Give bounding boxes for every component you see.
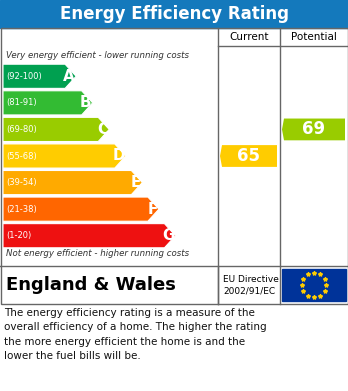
Text: 65: 65 xyxy=(237,147,260,165)
Text: (21-38): (21-38) xyxy=(6,204,37,213)
Text: (81-91): (81-91) xyxy=(6,99,37,108)
Polygon shape xyxy=(220,145,277,167)
Text: The energy efficiency rating is a measure of the
overall efficiency of a home. T: The energy efficiency rating is a measur… xyxy=(4,308,267,361)
Polygon shape xyxy=(3,64,76,88)
Text: (92-100): (92-100) xyxy=(6,72,42,81)
Polygon shape xyxy=(3,197,159,221)
Text: (69-80): (69-80) xyxy=(6,125,37,134)
Text: G: G xyxy=(162,228,174,243)
Polygon shape xyxy=(282,118,345,140)
Text: C: C xyxy=(97,122,108,137)
Polygon shape xyxy=(3,224,175,248)
Text: Energy Efficiency Rating: Energy Efficiency Rating xyxy=(60,5,288,23)
Text: A: A xyxy=(63,69,75,84)
Polygon shape xyxy=(3,117,109,142)
Text: B: B xyxy=(80,95,92,110)
Text: Not energy efficient - higher running costs: Not energy efficient - higher running co… xyxy=(6,249,189,258)
Bar xyxy=(0,28,348,304)
Text: (55-68): (55-68) xyxy=(6,151,37,160)
Polygon shape xyxy=(3,91,93,115)
Text: Very energy efficient - lower running costs: Very energy efficient - lower running co… xyxy=(6,51,189,60)
Polygon shape xyxy=(3,144,126,168)
Text: Potential: Potential xyxy=(291,32,337,42)
Text: 69: 69 xyxy=(302,120,325,138)
Text: Current: Current xyxy=(229,32,269,42)
Polygon shape xyxy=(3,170,142,195)
Bar xyxy=(282,269,346,301)
Text: E: E xyxy=(131,175,141,190)
Text: D: D xyxy=(112,149,125,163)
Text: (1-20): (1-20) xyxy=(6,231,31,240)
Text: EU Directive: EU Directive xyxy=(223,276,279,285)
Text: (39-54): (39-54) xyxy=(6,178,37,187)
Bar xyxy=(0,0,348,28)
Text: 2002/91/EC: 2002/91/EC xyxy=(223,287,275,296)
Text: F: F xyxy=(148,202,158,217)
Text: England & Wales: England & Wales xyxy=(6,276,176,294)
